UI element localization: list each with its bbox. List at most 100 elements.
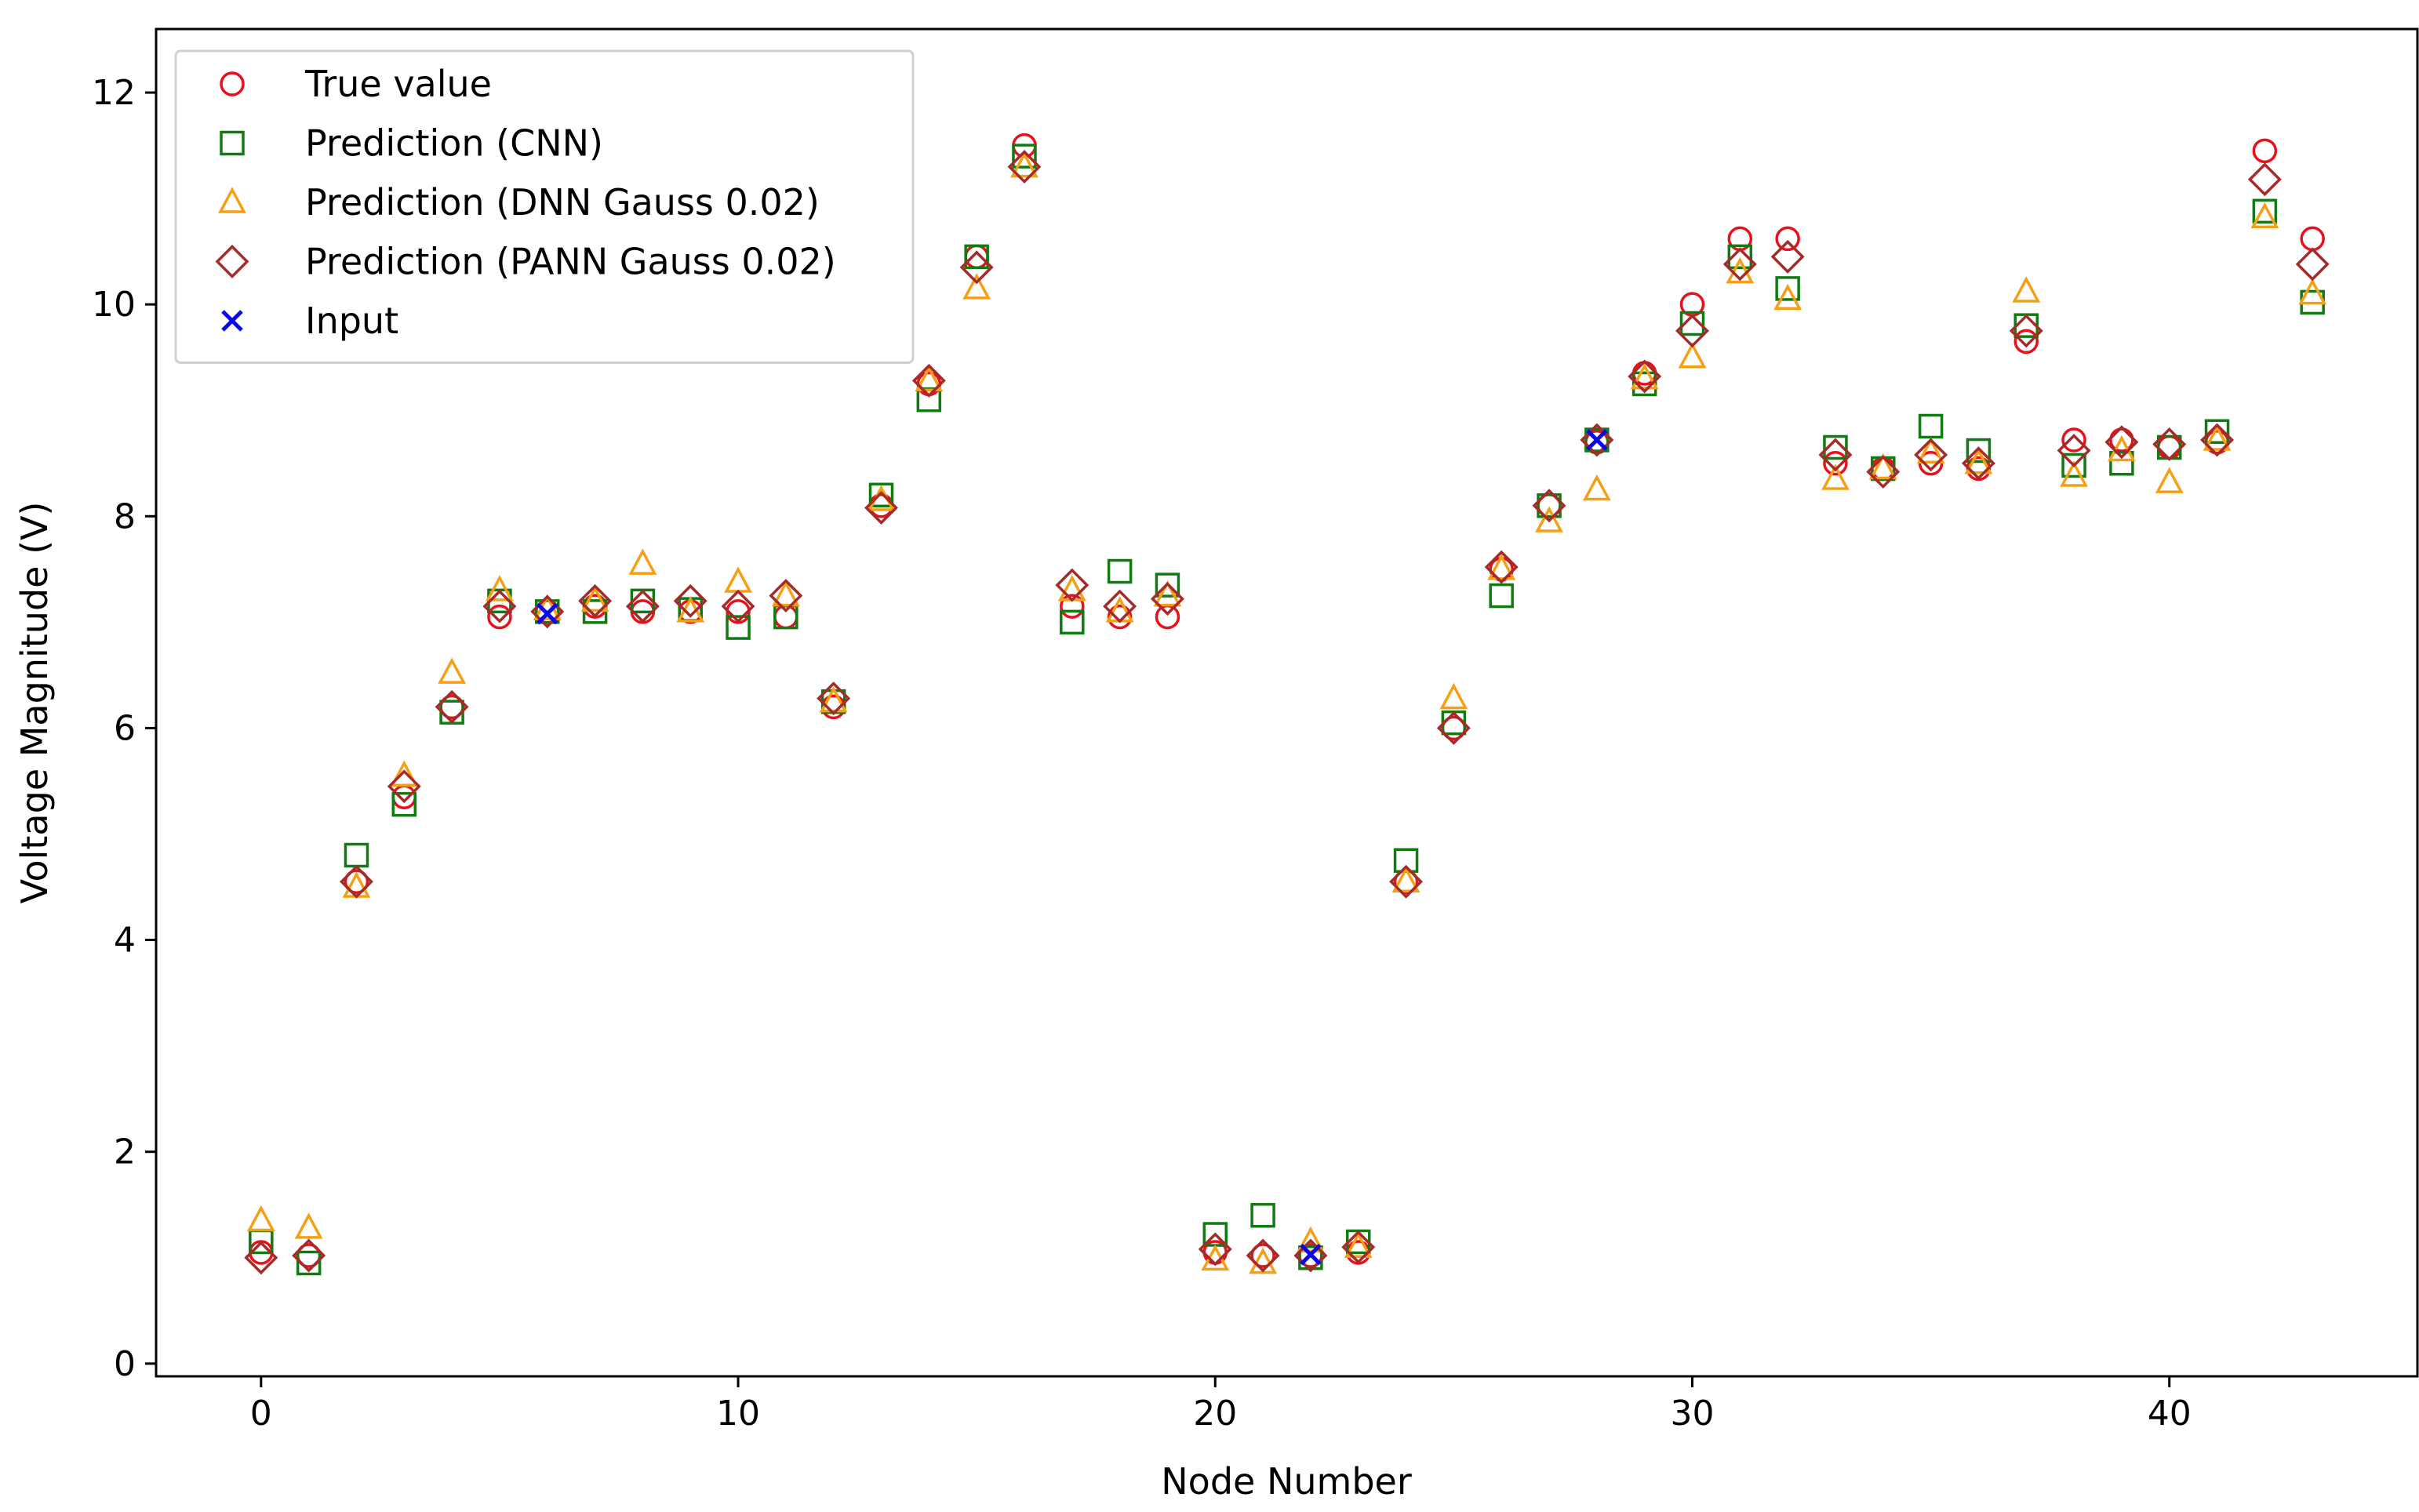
data-point (1391, 866, 1420, 893)
data-point (2156, 434, 2182, 460)
data-point (1007, 150, 1042, 184)
data-point (1060, 594, 1085, 619)
data-point (1823, 434, 1848, 460)
data-point (1389, 864, 1424, 899)
data-point (2252, 198, 2278, 224)
data-point (625, 589, 660, 623)
data-point (1770, 239, 1805, 274)
data-point (1679, 311, 1705, 336)
series-input (536, 429, 1608, 1266)
legend-entry-label: Prediction (DNN Gauss 0.02) (305, 181, 820, 224)
legend-marker (215, 245, 249, 278)
data-point (1250, 1202, 1275, 1228)
data-point (1775, 226, 1800, 252)
data-point (769, 579, 803, 613)
data-point (292, 1238, 326, 1273)
data-point (339, 864, 373, 899)
data-point (1246, 1238, 1280, 1273)
data-point (1966, 438, 1992, 463)
data-point (2104, 425, 2139, 460)
data-point (1012, 144, 1037, 169)
data-point (1584, 427, 1610, 453)
data-point (628, 548, 657, 575)
data-point (1866, 455, 1901, 489)
data-point (435, 689, 469, 724)
data-point (1155, 572, 1180, 598)
data-point (2152, 427, 2187, 461)
x-axis-label: Node Number (1161, 1460, 1412, 1503)
data-point (962, 273, 991, 300)
data-point (2250, 202, 2279, 229)
legend-entry-label: Input (305, 300, 398, 342)
data-point (1300, 1243, 1322, 1266)
data-point (1582, 474, 1611, 501)
data-point (244, 1241, 278, 1275)
data-point (438, 657, 467, 684)
data-point (1487, 554, 1516, 580)
data-point (1344, 1231, 1373, 1258)
tick-marks (145, 91, 2171, 1387)
data-point (1532, 489, 1566, 523)
data-point (482, 589, 517, 623)
y-axis-label: Voltage Magnitude (V) (13, 502, 56, 904)
data-point (344, 842, 369, 868)
data-point (1107, 558, 1133, 584)
data-point (246, 1205, 275, 1232)
x-tick-label: 10 (716, 1394, 760, 1434)
data-point (1726, 256, 1755, 284)
data-point (2013, 329, 2039, 354)
data-point (1722, 247, 1757, 282)
data-point (1823, 451, 1848, 476)
legend-marker (220, 71, 245, 96)
x-tick-label: 40 (2148, 1394, 2192, 1434)
data-point (771, 580, 800, 607)
data-point (964, 244, 989, 270)
data-point (959, 250, 994, 285)
data-point (486, 575, 514, 602)
data-point (864, 491, 898, 525)
data-point (2200, 423, 2235, 457)
legend-marker (218, 187, 246, 213)
data-point (1914, 438, 1948, 472)
data-point (2300, 226, 2325, 252)
data-point (1341, 1230, 1376, 1264)
data-point (724, 566, 752, 593)
data-point (1586, 429, 1608, 451)
y-tick-label: 4 (114, 921, 136, 961)
data-point (296, 1250, 322, 1276)
data-point (915, 365, 944, 392)
data-point (391, 784, 417, 809)
data-point (487, 604, 512, 630)
data-point (578, 583, 613, 618)
data-point (387, 769, 421, 804)
data-point (1250, 1243, 1275, 1268)
y-tick-label: 6 (114, 708, 136, 748)
data-point (868, 482, 894, 508)
data-point (1628, 359, 1662, 394)
data-point (817, 681, 851, 716)
data-point (2060, 460, 2088, 487)
data-point (1055, 568, 1089, 602)
data-point (2009, 314, 2043, 348)
x-tick-label: 20 (1193, 1394, 1237, 1434)
legend-box (174, 49, 915, 364)
data-point (1537, 493, 1562, 518)
legend-entry-label: Prediction (PANN Gauss 0.02) (305, 241, 836, 283)
data-point (2203, 424, 2232, 451)
data-point (1060, 609, 1085, 635)
data-point (1961, 446, 1995, 481)
data-point (911, 363, 946, 398)
data-point (1107, 604, 1133, 630)
series-prediction-pann-gauss-0-02 (244, 150, 2330, 1275)
data-point (2204, 419, 2230, 444)
legend-marker (221, 310, 243, 332)
data-point (1153, 580, 1182, 607)
data-point (390, 760, 419, 787)
data-point (1439, 682, 1468, 710)
data-point (1868, 453, 1897, 480)
data-point (2012, 276, 2041, 303)
data-point (1918, 413, 1944, 439)
data-point (536, 602, 558, 625)
data-point (2298, 278, 2327, 305)
